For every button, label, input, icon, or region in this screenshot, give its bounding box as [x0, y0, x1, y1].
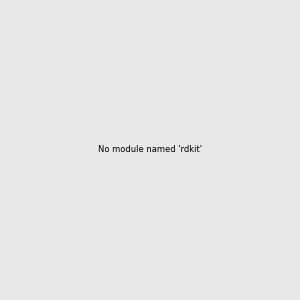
Text: No module named 'rdkit': No module named 'rdkit': [98, 146, 202, 154]
